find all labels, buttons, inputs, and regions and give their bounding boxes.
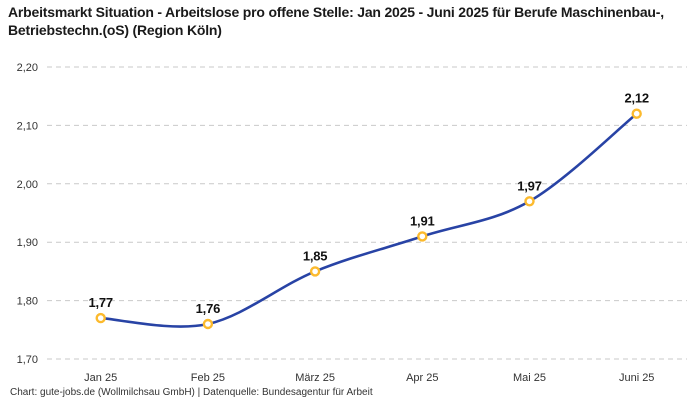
data-point-label: 1,85: [303, 248, 328, 263]
data-point-marker: [524, 196, 535, 207]
y-tick-label: 2,20: [17, 62, 38, 74]
data-point-label: 2,12: [624, 91, 649, 106]
x-tick-label: Juni 25: [619, 372, 654, 384]
data-point-marker: [417, 231, 428, 242]
x-tick-label: Mai 25: [513, 372, 546, 384]
x-tick-label: Apr 25: [406, 372, 438, 384]
data-point-marker: [95, 312, 106, 324]
data-point-marker: [631, 108, 642, 119]
data-line: [99, 112, 638, 328]
data-point-marker: [309, 266, 321, 277]
y-tick-label: 1,90: [17, 237, 38, 249]
y-tick-label: 2,10: [17, 120, 38, 132]
x-tick-label: Feb 25: [191, 372, 225, 384]
data-point-label: 1,76: [196, 301, 221, 316]
x-tick-label: Jan 25: [84, 372, 117, 384]
x-tick-label: März 25: [295, 372, 335, 384]
data-point-label: 1,77: [88, 295, 113, 310]
data-point-label: 1,91: [410, 213, 435, 228]
y-tick-label: 1,70: [17, 354, 38, 366]
chart-footer: Chart: gute-jobs.de (Wollmilchsau GmbH) …: [10, 387, 373, 398]
data-point-marker: [202, 318, 214, 330]
data-point-label: 1,97: [517, 178, 542, 193]
y-tick-label: 2,00: [17, 179, 38, 191]
y-tick-label: 1,80: [17, 296, 38, 308]
chart-title: Arbeitsmarkt Situation - Arbeitslose pro…: [8, 4, 664, 38]
